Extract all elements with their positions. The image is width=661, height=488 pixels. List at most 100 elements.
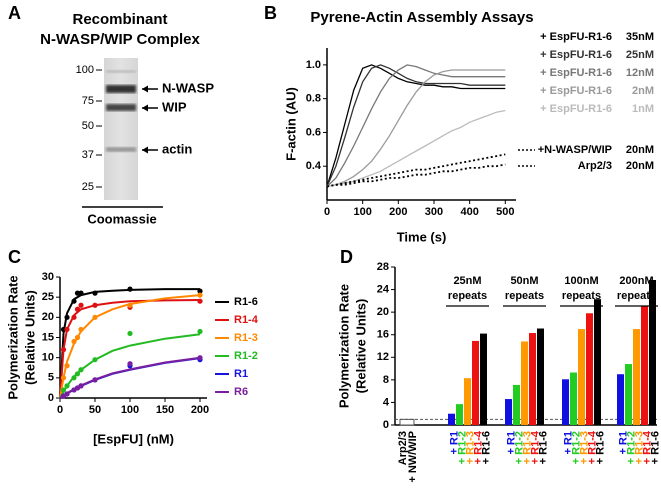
- y-tick-label: 20: [377, 306, 389, 318]
- data-point: [92, 302, 98, 308]
- data-point: [78, 302, 84, 308]
- x-tick-label: + R1-4: [586, 430, 598, 464]
- x-tick-label: 0: [324, 206, 330, 218]
- bar: [562, 379, 569, 425]
- fit-curve: [59, 288, 200, 399]
- x-tick-label: 500: [496, 206, 514, 218]
- x-tick-label: + R1: [562, 431, 574, 455]
- bar: [505, 399, 512, 425]
- data-line: [326, 64, 506, 187]
- legend-label: 1nM: [632, 103, 654, 115]
- data-point: [78, 290, 84, 296]
- data-point: [92, 377, 98, 383]
- gel-band: [106, 147, 136, 152]
- data-line: [326, 163, 506, 188]
- legend-label: 20nM: [626, 144, 654, 156]
- x-tick-label: + R1: [448, 431, 460, 455]
- y-tick-label: 28: [377, 261, 389, 273]
- data-point: [92, 290, 98, 296]
- data-point: [74, 371, 81, 377]
- y-tick-label: 15: [42, 331, 54, 343]
- x-tick-label: 0: [57, 404, 63, 416]
- marker-label: 25: [82, 181, 94, 193]
- x-tick-label: + R1-2: [513, 431, 525, 464]
- group-label: repeats: [505, 290, 544, 302]
- data-point: [64, 363, 70, 369]
- x-tick-label: + R1-6: [594, 431, 606, 464]
- legend-label: Arp2/3: [578, 160, 612, 172]
- data-point: [74, 306, 81, 312]
- data-point: [197, 328, 203, 335]
- group-label: repeats: [562, 290, 601, 302]
- panel-label: B: [264, 3, 277, 23]
- legend-label: 2nM: [632, 85, 654, 97]
- x-tick-label: 100: [121, 404, 139, 416]
- x-axis-label: [EspFU] (nM): [93, 431, 174, 446]
- control-bar: [399, 418, 415, 426]
- data-point: [74, 334, 81, 341]
- arrow-head: [142, 104, 148, 112]
- x-tick-label: + R1-2: [456, 431, 468, 464]
- x-tick-label: 200: [389, 206, 407, 218]
- y-tick-label: 0: [383, 419, 389, 431]
- y-tick-label: 24: [377, 283, 390, 295]
- chart-title: Pyrene-Actin Assembly Assays: [310, 9, 533, 26]
- data-point: [64, 326, 70, 333]
- data-point: [78, 367, 84, 373]
- x-tick-label: + R1-3: [578, 431, 590, 464]
- data-point: [71, 298, 77, 304]
- bar: [594, 299, 601, 425]
- band-label: actin: [162, 141, 192, 156]
- y-axis-label: (Relative Units): [353, 299, 368, 394]
- data-point: [64, 391, 70, 397]
- legend-label: 25nM: [626, 49, 654, 61]
- bar: [537, 328, 544, 425]
- data-point: [92, 314, 98, 320]
- data-point: [78, 326, 84, 333]
- marker-label: 50: [82, 120, 94, 132]
- data-line: [326, 109, 506, 188]
- y-tick-label: 5: [48, 372, 54, 384]
- bar: [521, 341, 528, 425]
- control-label: + NW/WIP: [407, 431, 419, 483]
- bar: [625, 364, 632, 425]
- x-axis-label: Time (s): [397, 229, 447, 244]
- data-point: [127, 302, 133, 308]
- y-tick-label: 12: [377, 351, 389, 363]
- x-tick-label: + R1-6: [480, 431, 492, 464]
- gel-title: N-WASP/WIP Complex: [40, 31, 200, 48]
- marker-label: 37: [82, 149, 94, 161]
- y-tick-label: 16: [377, 329, 389, 341]
- bar: [513, 384, 520, 425]
- gel-title: Recombinant: [72, 11, 167, 28]
- bar: [472, 340, 479, 425]
- bar: [464, 378, 471, 425]
- y-tick-label: 8: [383, 374, 389, 386]
- x-tick-label: + R1-4: [472, 430, 484, 464]
- y-axis-label: Polymerization Rate: [336, 284, 351, 408]
- data-point: [71, 338, 77, 345]
- x-tick-label: + R1-3: [633, 431, 645, 464]
- data-point: [60, 387, 67, 393]
- legend-label: R1-2: [234, 350, 258, 362]
- group-label: 200nM: [619, 275, 653, 287]
- group-label: repeats: [617, 290, 656, 302]
- y-tick-label: 20: [42, 311, 54, 323]
- legend-label: + EspFU-R1-6: [540, 49, 612, 61]
- marker-label: 75: [82, 95, 94, 107]
- data-point: [197, 288, 203, 294]
- x-tick-label: + R1-2: [625, 431, 637, 464]
- x-tick-label: 100: [353, 206, 371, 218]
- x-tick-label: + R1-6: [649, 431, 661, 464]
- y-tick-label: 10: [42, 352, 54, 364]
- bar: [633, 329, 640, 425]
- legend-label: R1-3: [234, 332, 258, 344]
- data-line: [326, 64, 506, 187]
- data-point: [64, 314, 70, 320]
- y-tick-label: 4: [383, 396, 390, 408]
- gel-band: [106, 104, 136, 111]
- data-point: [60, 347, 67, 353]
- bar: [456, 404, 463, 425]
- y-tick-label: 25: [42, 291, 54, 303]
- x-tick-label: 150: [156, 404, 174, 416]
